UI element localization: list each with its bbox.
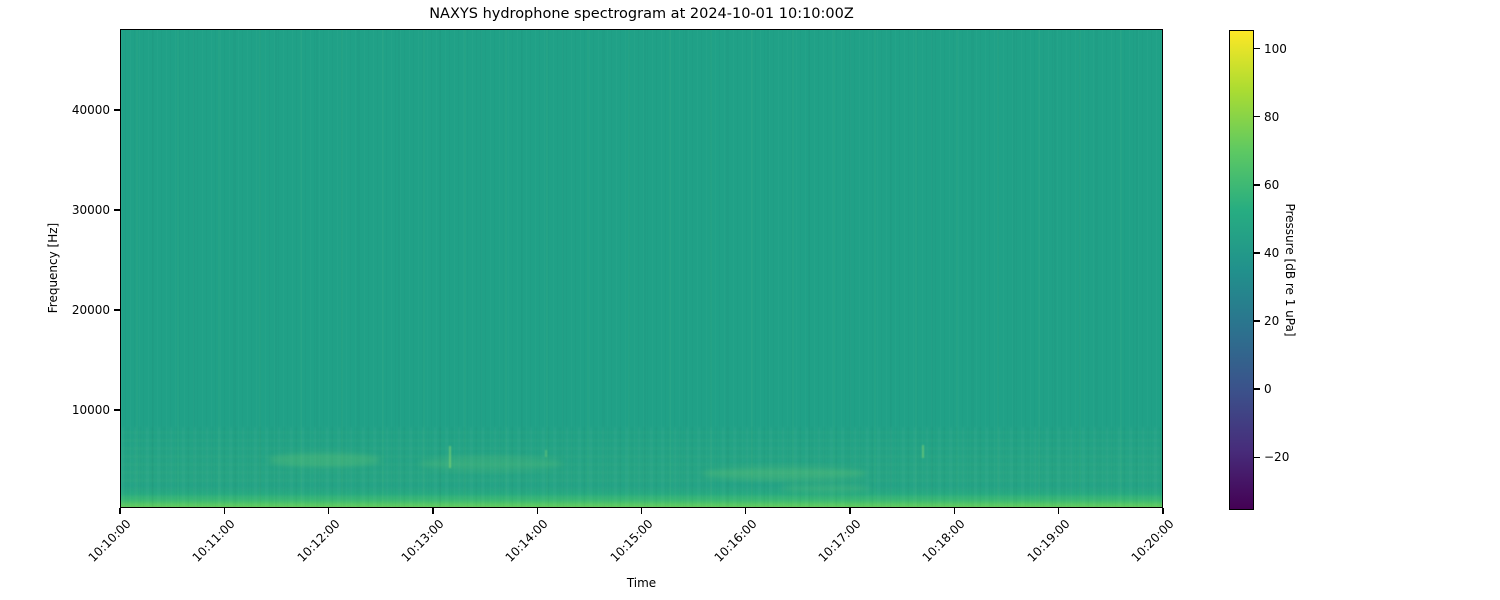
x-tick-label: 10:17:00	[815, 516, 864, 565]
x-tick-label: 10:16:00	[711, 516, 760, 565]
x-tick-mark	[953, 508, 956, 514]
colorbar-tick-mark	[1254, 320, 1260, 322]
colorbar-tick-label: 20	[1264, 314, 1280, 329]
y-tick-label: 30000	[71, 203, 110, 217]
colorbar-tick-label: 80	[1264, 109, 1280, 124]
colorbar-tick-label: 0	[1264, 382, 1272, 397]
colorbar-tick-label: 40	[1264, 245, 1280, 260]
y-tick-mark	[114, 109, 120, 111]
x-tick-mark	[745, 508, 747, 514]
colorbar-tick-label: 60	[1264, 177, 1280, 192]
colorbar-tick-label: 100	[1264, 41, 1287, 56]
x-tick-mark	[1058, 508, 1060, 514]
y-tick-mark	[114, 209, 120, 211]
x-tick-label: 10:11:00	[189, 516, 238, 565]
x-tick-mark	[223, 508, 225, 514]
colorbar-label: Pressure [dB re 1 uPa]	[1283, 203, 1297, 337]
y-tick-label: 10000	[71, 403, 110, 417]
x-tick-label: 10:20:00	[1128, 516, 1177, 565]
spectrogram-plot-area	[120, 29, 1163, 508]
x-tick-mark	[536, 508, 538, 514]
x-tick-label: 10:19:00	[1024, 516, 1073, 565]
colorbar-tick-mark	[1254, 184, 1260, 186]
y-tick-mark	[114, 309, 120, 311]
colorbar-tick-mark	[1254, 252, 1260, 254]
y-axis-label: Frequency [Hz]	[46, 222, 60, 314]
x-tick-mark	[432, 508, 434, 514]
colorbar-tick-label: −20	[1264, 450, 1290, 465]
colorbar	[1229, 30, 1254, 510]
x-tick-mark	[1162, 508, 1164, 514]
x-tick-mark	[640, 508, 643, 514]
x-tick-label: 10:13:00	[398, 516, 447, 565]
y-tick-label: 40000	[71, 103, 110, 117]
x-tick-label: 10:15:00	[607, 516, 656, 565]
x-tick-label: 10:14:00	[502, 516, 551, 565]
colorbar-tick-mark	[1254, 456, 1260, 458]
y-tick-label: 20000	[71, 303, 110, 317]
x-tick-mark	[327, 508, 330, 514]
colorbar-tick-mark	[1254, 48, 1260, 50]
colorbar-tick-mark	[1254, 388, 1260, 390]
x-tick-label: 10:12:00	[294, 516, 343, 565]
chart-title: NAXYS hydrophone spectrogram at 2024-10-…	[429, 6, 854, 22]
x-axis-label: Time	[626, 576, 657, 590]
colorbar-tick-mark	[1254, 116, 1260, 118]
x-tick-mark	[119, 508, 121, 514]
x-tick-mark	[849, 508, 851, 514]
y-tick-mark	[114, 409, 120, 411]
x-tick-label: 10:18:00	[919, 516, 968, 565]
x-tick-label: 10:10:00	[85, 516, 134, 565]
